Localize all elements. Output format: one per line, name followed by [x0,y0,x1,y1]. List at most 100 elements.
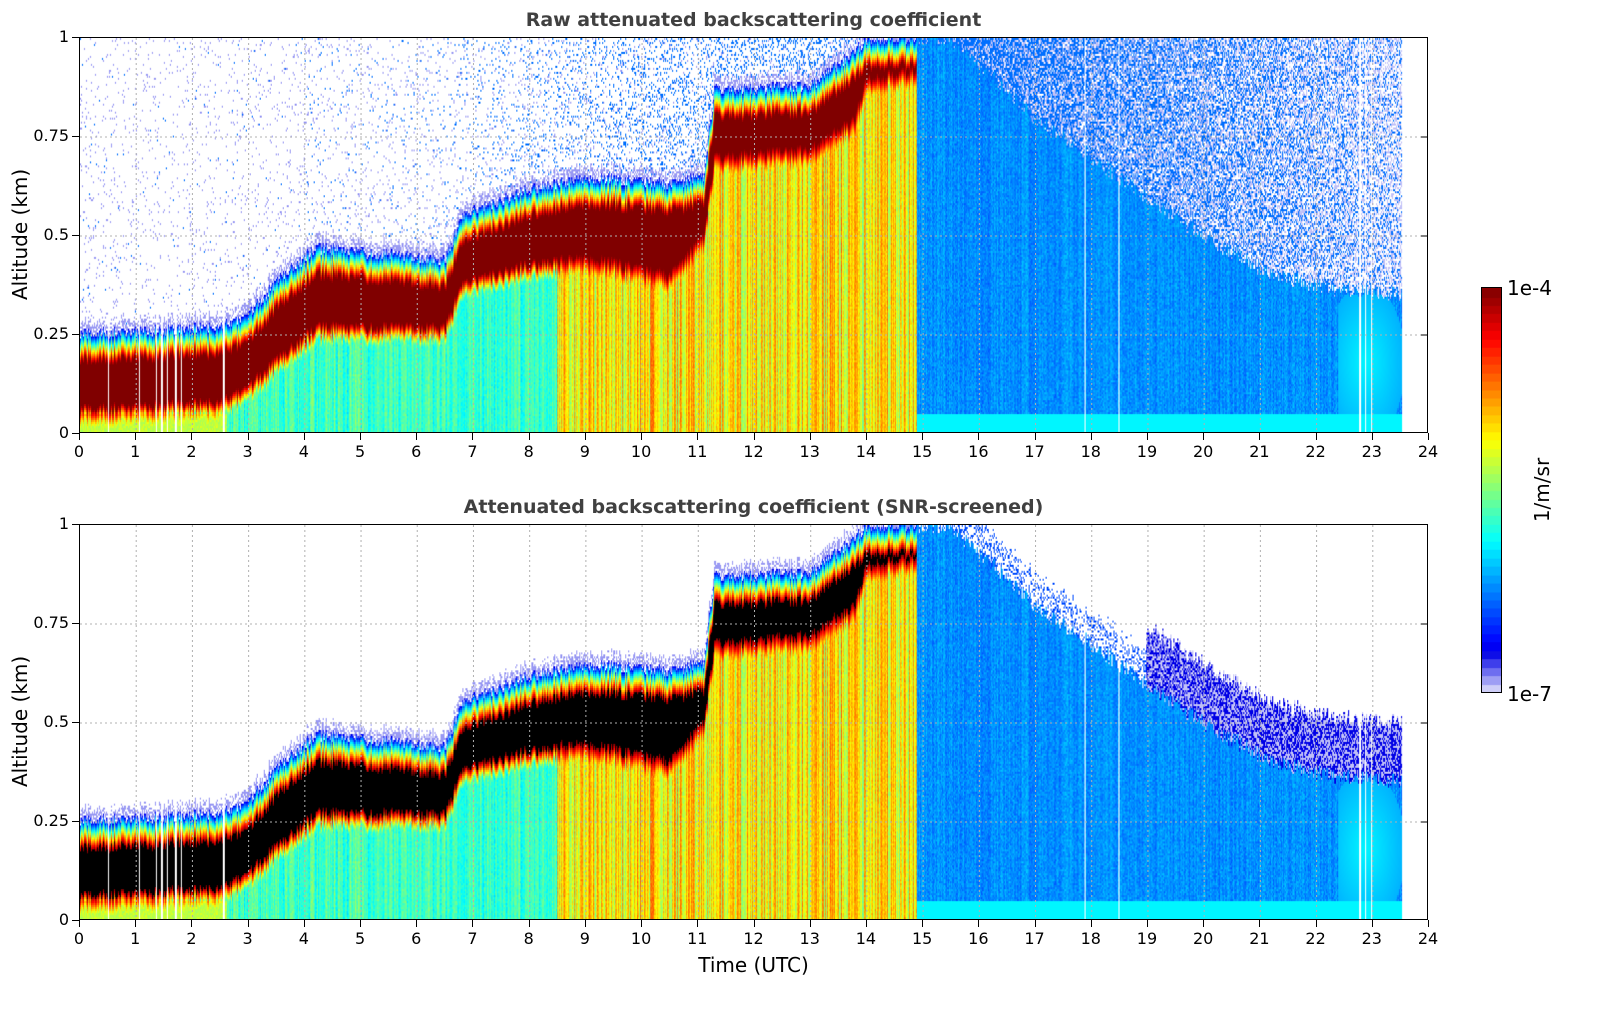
x-tick-label: 10 [630,929,652,948]
bottom-chart-title: Attenuated backscattering coefficient (S… [463,496,1044,518]
x-tick-label: 11 [687,929,708,948]
x-tick-mark [303,920,305,927]
x-tick-mark [472,920,474,927]
y-tick-label: 0.25 [33,324,69,343]
x-tick-mark [528,433,530,440]
y-tick-mark [72,334,79,335]
x-tick-label: 5 [354,442,366,461]
y-tick-mark [72,821,79,822]
x-tick-label: 9 [579,929,590,948]
y-tick-label: 0.5 [43,225,69,244]
x-tick-label: 3 [242,929,253,948]
x-tick-label: 22 [1305,442,1326,461]
x-tick-label: 6 [411,929,422,948]
colorbar-unit-label: 1/m/sr [1530,457,1555,523]
x-tick-mark [135,920,137,927]
bottom-plot-area [79,524,1428,920]
x-tick-mark [978,920,980,927]
x-tick-label: 16 [968,929,989,948]
x-tick-mark [1371,433,1373,440]
x-tick-mark [1034,920,1036,927]
x-tick-label: 17 [1024,929,1045,948]
x-tick-mark [360,433,362,440]
x-tick-mark [753,433,755,440]
x-tick-mark [865,920,867,927]
x-tick-mark [584,433,586,440]
x-tick-mark [1428,433,1429,440]
x-tick-label: 1 [130,929,141,948]
colorbar-min-label: 1e-7 [1507,682,1552,706]
x-tick-label: 7 [467,929,478,948]
x-tick-label: 13 [799,442,820,461]
x-tick-label: 13 [799,929,820,948]
x-tick-mark [584,920,586,927]
x-tick-label: 20 [1192,929,1214,948]
bottom-gridlines [80,525,1427,919]
x-tick-mark [697,433,699,440]
y-tick-mark [72,524,79,525]
y-tick-mark [72,920,79,921]
x-tick-label: 7 [467,442,478,461]
y-tick-mark [72,37,79,38]
x-tick-mark [922,433,924,440]
x-tick-label: 6 [411,442,422,461]
x-tick-label: 5 [354,929,366,948]
x-tick-label: 19 [1136,929,1158,948]
x-tick-label: 23 [1361,442,1382,461]
x-tick-label: 1 [130,442,141,461]
x-tick-mark [1146,433,1148,440]
x-tick-mark [191,920,193,927]
x-tick-label: 4 [298,929,309,948]
x-tick-label: 0 [73,929,85,948]
x-tick-mark [809,920,811,927]
colorbar [1481,287,1502,693]
x-tick-label: 16 [968,442,989,461]
x-tick-label: 3 [242,442,253,461]
x-tick-mark [697,920,699,927]
x-tick-mark [865,433,867,440]
x-tick-label: 23 [1361,929,1382,948]
x-tick-label: 15 [911,929,933,948]
x-tick-mark [416,433,418,440]
colorbar-max-label: 1e-4 [1507,276,1552,300]
x-tick-mark [247,920,249,927]
x-tick-mark [978,433,980,440]
top-chart-title: Raw attenuated backscattering coefficien… [525,9,982,31]
y-tick-label: 0 [58,910,69,929]
x-tick-label: 0 [73,442,85,461]
x-tick-mark [809,433,811,440]
x-tick-mark [1259,433,1261,440]
x-tick-label: 8 [523,442,534,461]
x-tick-label: 9 [579,442,590,461]
x-tick-mark [922,920,924,927]
x-tick-label: 12 [743,442,764,461]
x-tick-label: 20 [1192,442,1214,461]
x-tick-label: 19 [1136,442,1158,461]
x-tick-label: 14 [855,929,877,948]
x-tick-mark [79,433,80,440]
y-tick-mark [72,136,79,137]
x-tick-label: 24 [1417,442,1439,461]
x-tick-mark [528,920,530,927]
x-tick-mark [472,433,474,440]
x-tick-label: 8 [523,929,534,948]
y-tick-label: 1 [58,514,69,533]
x-tick-mark [191,433,193,440]
x-tick-mark [641,433,643,440]
x-tick-mark [753,920,755,927]
x-tick-mark [247,433,249,440]
top-gridlines [80,38,1427,432]
x-tick-label: 12 [743,929,764,948]
y-tick-label: 0.5 [43,712,69,731]
y-tick-mark [72,722,79,723]
y-tick-mark [72,235,79,236]
x-tick-mark [1371,920,1373,927]
x-tick-label: 21 [1249,929,1270,948]
x-tick-label: 11 [687,442,708,461]
x-tick-label: 14 [855,442,877,461]
x-tick-mark [1259,920,1261,927]
y-tick-label: 0.75 [33,126,69,145]
x-tick-label: 10 [630,442,652,461]
x-tick-mark [1146,920,1148,927]
y-tick-label: 1 [58,27,69,46]
